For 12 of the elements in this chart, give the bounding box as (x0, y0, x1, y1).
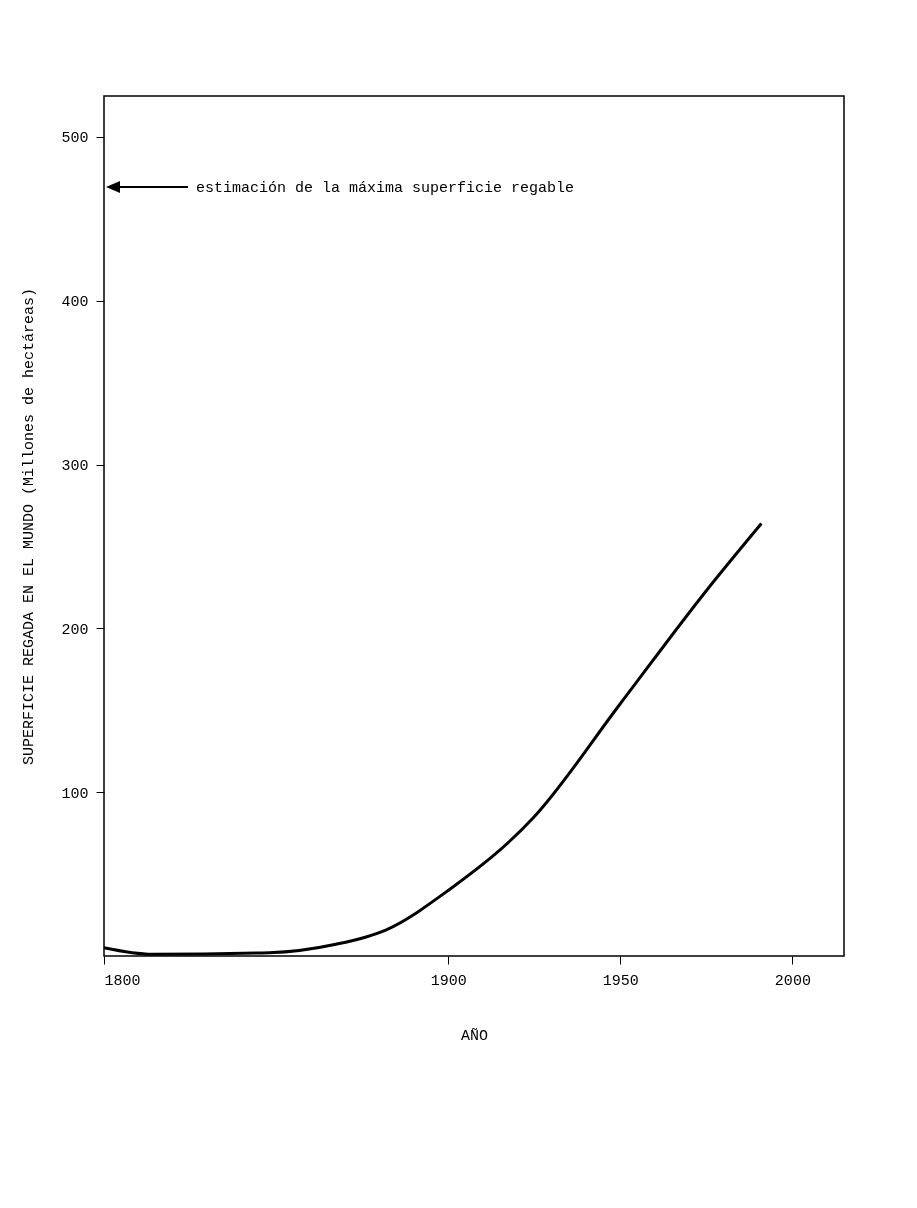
x-tick-label: 1950 (602, 972, 639, 990)
y-tick-label: 100 (61, 785, 89, 803)
y-tick-label: 500 (61, 130, 89, 148)
x-tick-label: 2000 (774, 972, 811, 990)
x-tick-label: 1800 (104, 972, 141, 990)
y-tick-label: 400 (61, 294, 89, 312)
x-tick-label: 1900 (430, 972, 467, 990)
y-axis-title: SUPERFICIE REGADA EN EL MUNDO (Millones de hectáreas) (21, 287, 39, 766)
y-tick-label: 300 (61, 458, 89, 476)
x-axis-title: AÑO (460, 1027, 489, 1045)
y-tick-label: 200 (61, 621, 89, 639)
annotation: estimación de la máxima superficie regable (196, 180, 575, 197)
